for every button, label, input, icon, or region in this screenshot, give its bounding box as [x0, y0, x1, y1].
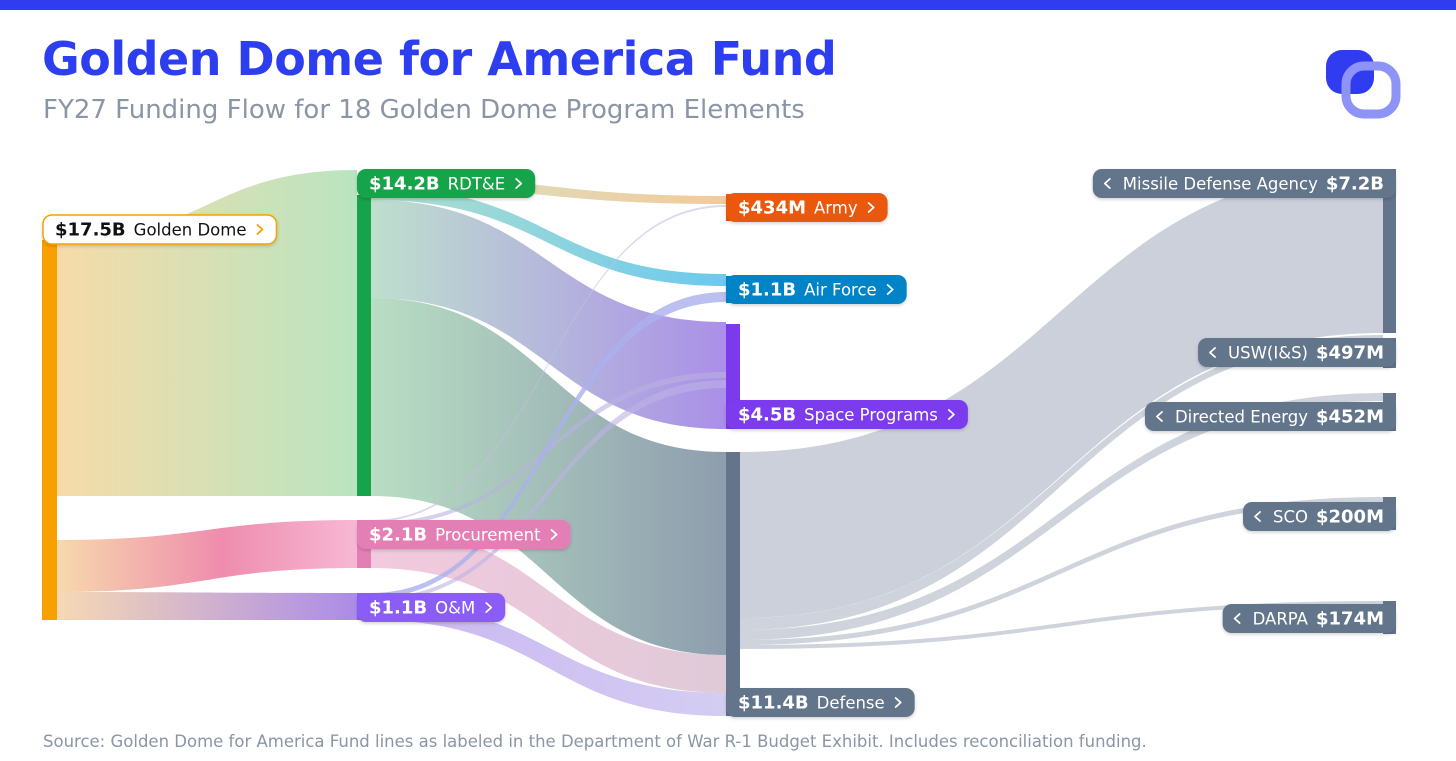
node-label-box	[1144, 402, 1396, 431]
node-name: Golden Dome	[134, 221, 247, 240]
flow-gd-proc	[57, 520, 357, 592]
node-name: Space Programs	[804, 406, 938, 425]
flow-proc-def	[371, 526, 726, 693]
node-label-rdte[interactable]: $14.2B RDT&E	[357, 169, 536, 198]
node-value: $497M	[1316, 343, 1384, 364]
flow-om-af	[371, 292, 726, 598]
flow-def-mda	[740, 169, 1383, 618]
top-accent-bar	[0, 0, 1456, 10]
page-title: Golden Dome for America Fund	[42, 32, 837, 86]
node-label-box	[1092, 169, 1396, 198]
node-value: $1.1B	[369, 598, 427, 619]
flow-gd-rdte	[57, 170, 357, 496]
linked-rounded-squares-logo-icon	[1326, 50, 1401, 119]
node-label-gd[interactable]: $17.5B Golden Dome	[42, 214, 278, 245]
node-value: $452M	[1316, 407, 1384, 428]
node-label-def[interactable]: $11.4B Defense	[726, 688, 915, 717]
flow-rdte-space	[371, 200, 726, 429]
node-label-space[interactable]: $4.5B Space Programs	[726, 400, 968, 429]
node-label-usw[interactable]: USW(I&S) $497M	[1198, 338, 1396, 367]
source-note: Source: Golden Dome for America Fund lin…	[43, 732, 1147, 751]
page-subtitle: FY27 Funding Flow for 18 Golden Dome Pro…	[43, 95, 805, 125]
node-label-darpa[interactable]: DARPA $174M	[1222, 604, 1396, 633]
flow-def-de	[740, 393, 1383, 640]
node-value: $174M	[1316, 609, 1384, 630]
chevron-left-icon	[1233, 613, 1241, 624]
chevron-right-icon	[886, 284, 894, 295]
flow-rdte-af	[371, 187, 726, 286]
flow-proc-army	[371, 205, 726, 522]
node-label-box	[1243, 502, 1396, 531]
node-name: RDT&E	[448, 175, 506, 194]
node-bar-def	[726, 452, 740, 716]
node-value: $4.5B	[738, 405, 796, 426]
chevron-right-icon	[894, 697, 902, 708]
node-label-sco[interactable]: SCO $200M	[1243, 502, 1396, 531]
node-value: $1.1B	[738, 280, 796, 301]
node-label-mda[interactable]: Missile Defense Agency $7.2B	[1092, 169, 1396, 198]
flow-gd-om	[57, 592, 357, 620]
flow-rdte-def	[371, 298, 726, 655]
flow-def-darpa	[740, 601, 1383, 649]
chevron-left-icon	[1103, 178, 1111, 189]
node-label-box	[1198, 338, 1396, 367]
node-label-army[interactable]: $434M Army	[726, 193, 888, 222]
node-label-box	[726, 400, 968, 429]
node-label-om[interactable]: $1.1B O&M	[357, 593, 506, 622]
node-value: $7.2B	[1326, 174, 1384, 195]
node-label-de[interactable]: Directed Energy $452M	[1144, 402, 1396, 431]
node-name: Army	[814, 199, 858, 218]
chevron-left-icon	[1156, 411, 1163, 422]
chevron-right-icon	[515, 178, 523, 189]
node-name: Missile Defense Agency	[1123, 175, 1318, 194]
node-label-box	[357, 169, 536, 198]
flow-def-usw	[740, 335, 1383, 630]
chevron-left-icon	[1209, 347, 1216, 358]
node-value: $434M	[738, 198, 806, 219]
flow-om-def	[371, 602, 726, 716]
node-name: USW(I&S)	[1228, 344, 1308, 363]
chevron-right-icon	[256, 224, 264, 235]
node-label-box	[42, 214, 278, 245]
flow-om-space	[371, 380, 726, 602]
chevron-right-icon	[947, 409, 955, 420]
node-value: $2.1B	[369, 525, 427, 546]
chevron-right-icon	[867, 202, 875, 213]
node-label-proc[interactable]: $2.1B Procurement	[357, 520, 571, 549]
node-value: $17.5B	[55, 220, 126, 241]
node-name: Defense	[817, 694, 885, 713]
node-bar-gd	[42, 240, 57, 620]
node-name: DARPA	[1253, 610, 1309, 629]
node-bar-mda	[1383, 169, 1396, 333]
node-value: $14.2B	[369, 174, 440, 195]
node-bar-rdte	[357, 195, 371, 496]
chevron-left-icon	[1254, 511, 1261, 522]
node-value: $200M	[1316, 507, 1384, 528]
node-label-box	[357, 593, 506, 622]
node-label-box	[357, 520, 571, 549]
chevron-right-icon	[550, 529, 558, 540]
node-label-af[interactable]: $1.1B Air Force	[726, 275, 907, 304]
node-name: Air Force	[804, 281, 877, 300]
node-label-box	[726, 688, 915, 717]
node-label-box	[1222, 604, 1396, 633]
node-name: O&M	[435, 599, 475, 618]
flow-def-sco	[740, 497, 1383, 645]
node-label-box	[726, 275, 907, 304]
node-label-box	[726, 193, 888, 222]
node-name: SCO	[1273, 508, 1308, 527]
node-value: $11.4B	[738, 693, 809, 714]
node-name: Directed Energy	[1175, 408, 1308, 427]
node-name: Procurement	[435, 526, 541, 545]
chevron-right-icon	[485, 602, 493, 613]
